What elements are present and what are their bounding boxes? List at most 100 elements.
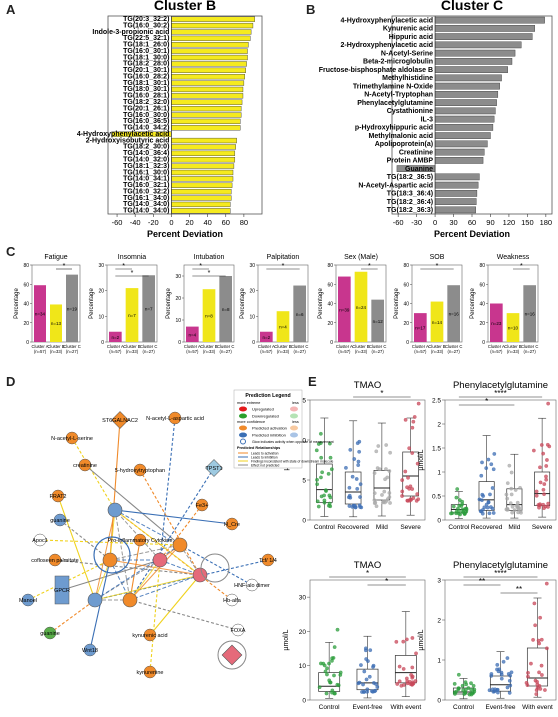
y-axis-label: Percentage: [394, 288, 400, 319]
network-node-diamond: [221, 644, 243, 666]
network-node-label: GPCR: [54, 588, 70, 594]
network-edge: [57, 495, 96, 601]
data-point: [480, 460, 484, 465]
data-point: [315, 477, 319, 482]
data-point: [452, 682, 457, 686]
legend-text: Predicted Relationships: [237, 446, 280, 450]
y-axis-label: Percentage: [14, 288, 20, 319]
y-tick-label: 1: [437, 658, 441, 665]
network-node: [245, 578, 259, 592]
data-point: [387, 495, 392, 499]
bar: [430, 301, 444, 342]
bar: [171, 16, 255, 22]
data-point: [372, 471, 377, 475]
category-label: TG(22:5_32:1): [123, 35, 169, 42]
y-tick-label: 10: [299, 438, 307, 445]
data-point: [480, 511, 485, 516]
y-tick-label: 20: [327, 321, 333, 327]
legend-text: Downregulated: [252, 414, 279, 419]
data-point: [400, 494, 404, 498]
data-point: [463, 680, 468, 684]
category-label: Mild: [508, 524, 520, 531]
data-point: [538, 480, 543, 485]
network-node-label: H_Cre: [224, 522, 240, 528]
bar: [171, 99, 243, 105]
category-label: Cluster C: [445, 344, 462, 349]
category-label: Cystathionine: [387, 108, 433, 115]
bar: [171, 208, 231, 214]
data-point: [376, 444, 381, 448]
category-label: TG(18:2_36:4): [387, 199, 433, 206]
data-point: [365, 689, 370, 694]
data-point: [328, 680, 332, 685]
data-point: [377, 467, 382, 472]
data-point: [384, 443, 389, 447]
legend-swatch: [290, 432, 298, 438]
category-label: Guanine: [405, 166, 433, 173]
data-point: [361, 682, 365, 687]
data-point: [410, 681, 415, 686]
data-point: [505, 481, 510, 485]
panel-label-b: B: [306, 2, 316, 17]
data-point: [535, 682, 540, 687]
category-label: Cluster C: [521, 344, 538, 349]
category-label: Control: [453, 704, 475, 711]
data-point: [471, 683, 476, 688]
data-point: [388, 450, 392, 455]
x-tick-label: 30: [449, 218, 457, 227]
category-label: Recovered: [471, 524, 503, 531]
legend-text: more confidence: [237, 420, 265, 424]
bar: [447, 285, 460, 342]
bar: [171, 118, 241, 125]
y-tick-label: 2: [437, 422, 441, 429]
bar: [34, 285, 46, 342]
data-point: [416, 401, 421, 406]
data-point: [368, 648, 373, 653]
category-label: TG(14:0_32:0): [123, 156, 169, 163]
chart-b: Cluster C 4-Hydroxyphenylacetic acid Kynur…: [319, 0, 553, 239]
data-point: [332, 673, 336, 678]
network-node-label: Tcf/ 1/4: [259, 558, 277, 564]
y-tick-label: 2: [437, 618, 441, 625]
data-point: [509, 470, 514, 475]
category-n-label: (n=33): [50, 349, 63, 354]
bar: [171, 35, 251, 41]
network-node-label: ST6GALNAC2: [102, 418, 138, 424]
bar: [414, 313, 427, 342]
data-point: [542, 482, 547, 486]
network-edge: [59, 519, 111, 561]
category-n-label: (n=57): [338, 349, 351, 354]
legend-text: less: [292, 420, 299, 424]
data-point: [409, 497, 413, 502]
network-node-label: guanine: [50, 518, 70, 524]
data-point: [541, 502, 546, 507]
category-label: Cluster C: [140, 344, 157, 349]
category-label: Cluster A: [336, 344, 353, 349]
data-point: [415, 492, 420, 496]
data-point: [463, 690, 467, 695]
data-point: [545, 646, 549, 651]
bar: [434, 157, 484, 164]
network-hub-node: [172, 537, 188, 553]
bar: [523, 285, 536, 342]
bar-count-label: n=10: [508, 326, 519, 331]
data-point: [373, 688, 378, 693]
bar: [434, 173, 480, 181]
bar: [434, 132, 491, 139]
y-tick-label: 40: [23, 302, 29, 308]
category-label: Kynurenic acid: [383, 26, 433, 33]
bar: [434, 25, 535, 32]
bar-count-label: n=14: [432, 320, 443, 325]
data-point: [355, 487, 360, 491]
chart-title: TMAO: [354, 560, 381, 571]
y-tick-label: 0.5: [432, 494, 441, 501]
category-n-label: (n=33): [355, 349, 368, 354]
data-point: [541, 451, 545, 456]
y-tick-label: 10: [98, 314, 104, 320]
data-point: [537, 641, 542, 646]
data-point: [488, 492, 492, 497]
chart-a: Cluster B TG(20:3_32:2)TG(16:0_30:2)Indol…: [77, 0, 263, 239]
data-point: [371, 665, 375, 669]
